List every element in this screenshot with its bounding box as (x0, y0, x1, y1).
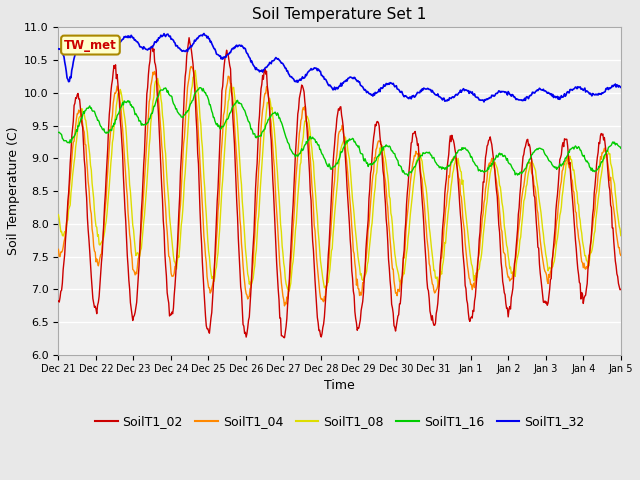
Text: TW_met: TW_met (64, 38, 117, 51)
Title: Soil Temperature Set 1: Soil Temperature Set 1 (252, 7, 427, 22)
X-axis label: Time: Time (324, 379, 355, 392)
Y-axis label: Soil Temperature (C): Soil Temperature (C) (7, 127, 20, 255)
Legend: SoilT1_02, SoilT1_04, SoilT1_08, SoilT1_16, SoilT1_32: SoilT1_02, SoilT1_04, SoilT1_08, SoilT1_… (90, 410, 589, 433)
